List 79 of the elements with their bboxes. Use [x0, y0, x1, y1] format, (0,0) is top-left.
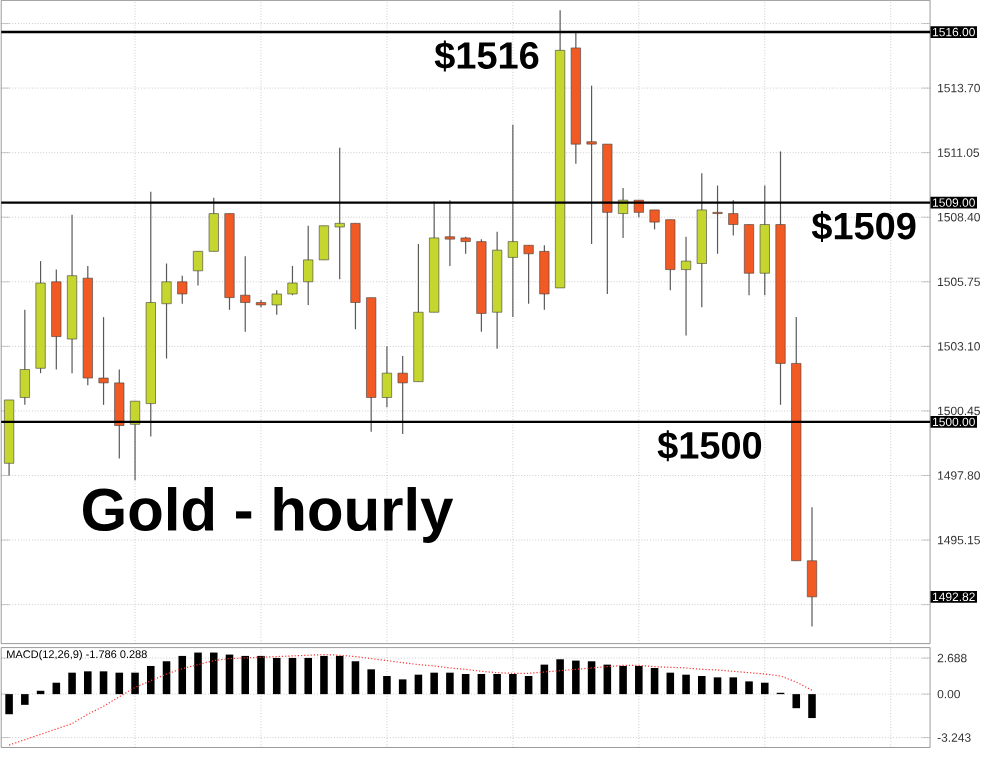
bar [461, 674, 470, 695]
bar [209, 652, 218, 695]
bar [650, 668, 659, 695]
bar [304, 658, 312, 695]
bar [556, 659, 564, 695]
candlestick [444, 199, 455, 267]
bar [68, 673, 76, 695]
bar [367, 669, 375, 695]
bar [383, 676, 391, 695]
text: Gold - hourly [83, 487, 454, 544]
ref-line-label: $1500 [657, 430, 762, 462]
bar [257, 656, 265, 695]
bar [21, 694, 29, 706]
bar [509, 674, 517, 695]
bar [115, 673, 124, 695]
candlestick [114, 369, 125, 460]
bar [587, 661, 596, 695]
bar [493, 674, 501, 695]
candlestick [381, 346, 392, 409]
bar [288, 658, 297, 695]
bar [351, 661, 360, 695]
candlestick [161, 263, 172, 360]
candlestick [523, 245, 534, 305]
candlestick [177, 275, 188, 305]
bar [729, 677, 738, 695]
bar [524, 676, 533, 695]
bar [131, 673, 139, 695]
candlestick [98, 316, 109, 406]
bar [808, 694, 816, 719]
bar [682, 675, 690, 695]
bar [194, 652, 202, 695]
bar [713, 677, 722, 695]
bar [147, 666, 155, 695]
candlestick [303, 225, 314, 306]
bar [414, 675, 423, 695]
candlestick [649, 209, 660, 231]
candlestick [192, 251, 204, 287]
candlestick [287, 265, 298, 297]
candlestick [19, 309, 30, 406]
bar [619, 666, 627, 695]
bar [52, 683, 61, 695]
candlestick [586, 85, 597, 246]
bar [320, 656, 328, 695]
bar [430, 673, 438, 695]
candlestick [271, 290, 282, 316]
candlestick [712, 185, 723, 255]
ref-line-label: $1516 [434, 40, 539, 72]
bar [698, 676, 706, 695]
bar [792, 694, 801, 709]
bar [745, 681, 753, 695]
candlestick [130, 400, 141, 482]
ref-line-label: $1509 [811, 211, 916, 243]
candlestick [681, 236, 692, 337]
bar [666, 673, 675, 695]
candlestick [397, 355, 408, 436]
bar [178, 656, 187, 695]
candlestick [334, 147, 345, 281]
bar [446, 673, 454, 695]
bar [162, 661, 171, 695]
bar [335, 656, 344, 695]
bar [398, 679, 407, 695]
candlestick [507, 124, 518, 319]
bar [272, 658, 281, 695]
bar [241, 656, 250, 695]
bar [572, 661, 580, 695]
bar [99, 671, 108, 695]
bar [635, 666, 643, 695]
candlestick [728, 199, 739, 237]
bar [225, 654, 234, 695]
bar [5, 694, 13, 715]
candlestick [318, 225, 329, 261]
candlestick [208, 197, 219, 253]
candlestick [240, 256, 251, 333]
candlestick [539, 245, 550, 311]
bar [603, 665, 612, 695]
bar [477, 674, 486, 695]
bar [84, 671, 92, 695]
bar [760, 683, 769, 695]
candlestick [806, 506, 818, 628]
